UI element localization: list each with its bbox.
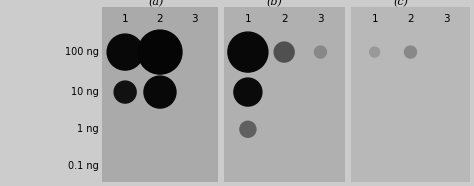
Circle shape: [144, 76, 176, 108]
Text: 1: 1: [371, 14, 378, 24]
Text: (b): (b): [266, 0, 282, 7]
Bar: [351, 7, 470, 182]
Text: (c): (c): [393, 0, 408, 7]
Circle shape: [404, 46, 417, 58]
Bar: [102, 7, 218, 182]
Circle shape: [114, 81, 136, 103]
Circle shape: [370, 47, 380, 57]
Text: 2: 2: [407, 14, 414, 24]
Text: 3: 3: [317, 14, 324, 24]
Circle shape: [107, 34, 143, 70]
Text: (a): (a): [149, 0, 164, 7]
Text: 3: 3: [443, 14, 450, 24]
Text: 2: 2: [157, 14, 163, 24]
Bar: [224, 7, 345, 182]
Circle shape: [274, 42, 294, 62]
Circle shape: [314, 46, 327, 58]
Text: 3: 3: [191, 14, 198, 24]
Text: 10 ng: 10 ng: [71, 87, 99, 97]
Circle shape: [228, 32, 268, 72]
Circle shape: [240, 121, 256, 137]
Text: 1 ng: 1 ng: [77, 124, 99, 134]
Text: 0.1 ng: 0.1 ng: [68, 161, 99, 171]
Text: 100 ng: 100 ng: [65, 47, 99, 57]
Circle shape: [138, 30, 182, 74]
Text: 1: 1: [122, 14, 128, 24]
Text: 2: 2: [281, 14, 287, 24]
Circle shape: [234, 78, 262, 106]
Text: 1: 1: [245, 14, 251, 24]
